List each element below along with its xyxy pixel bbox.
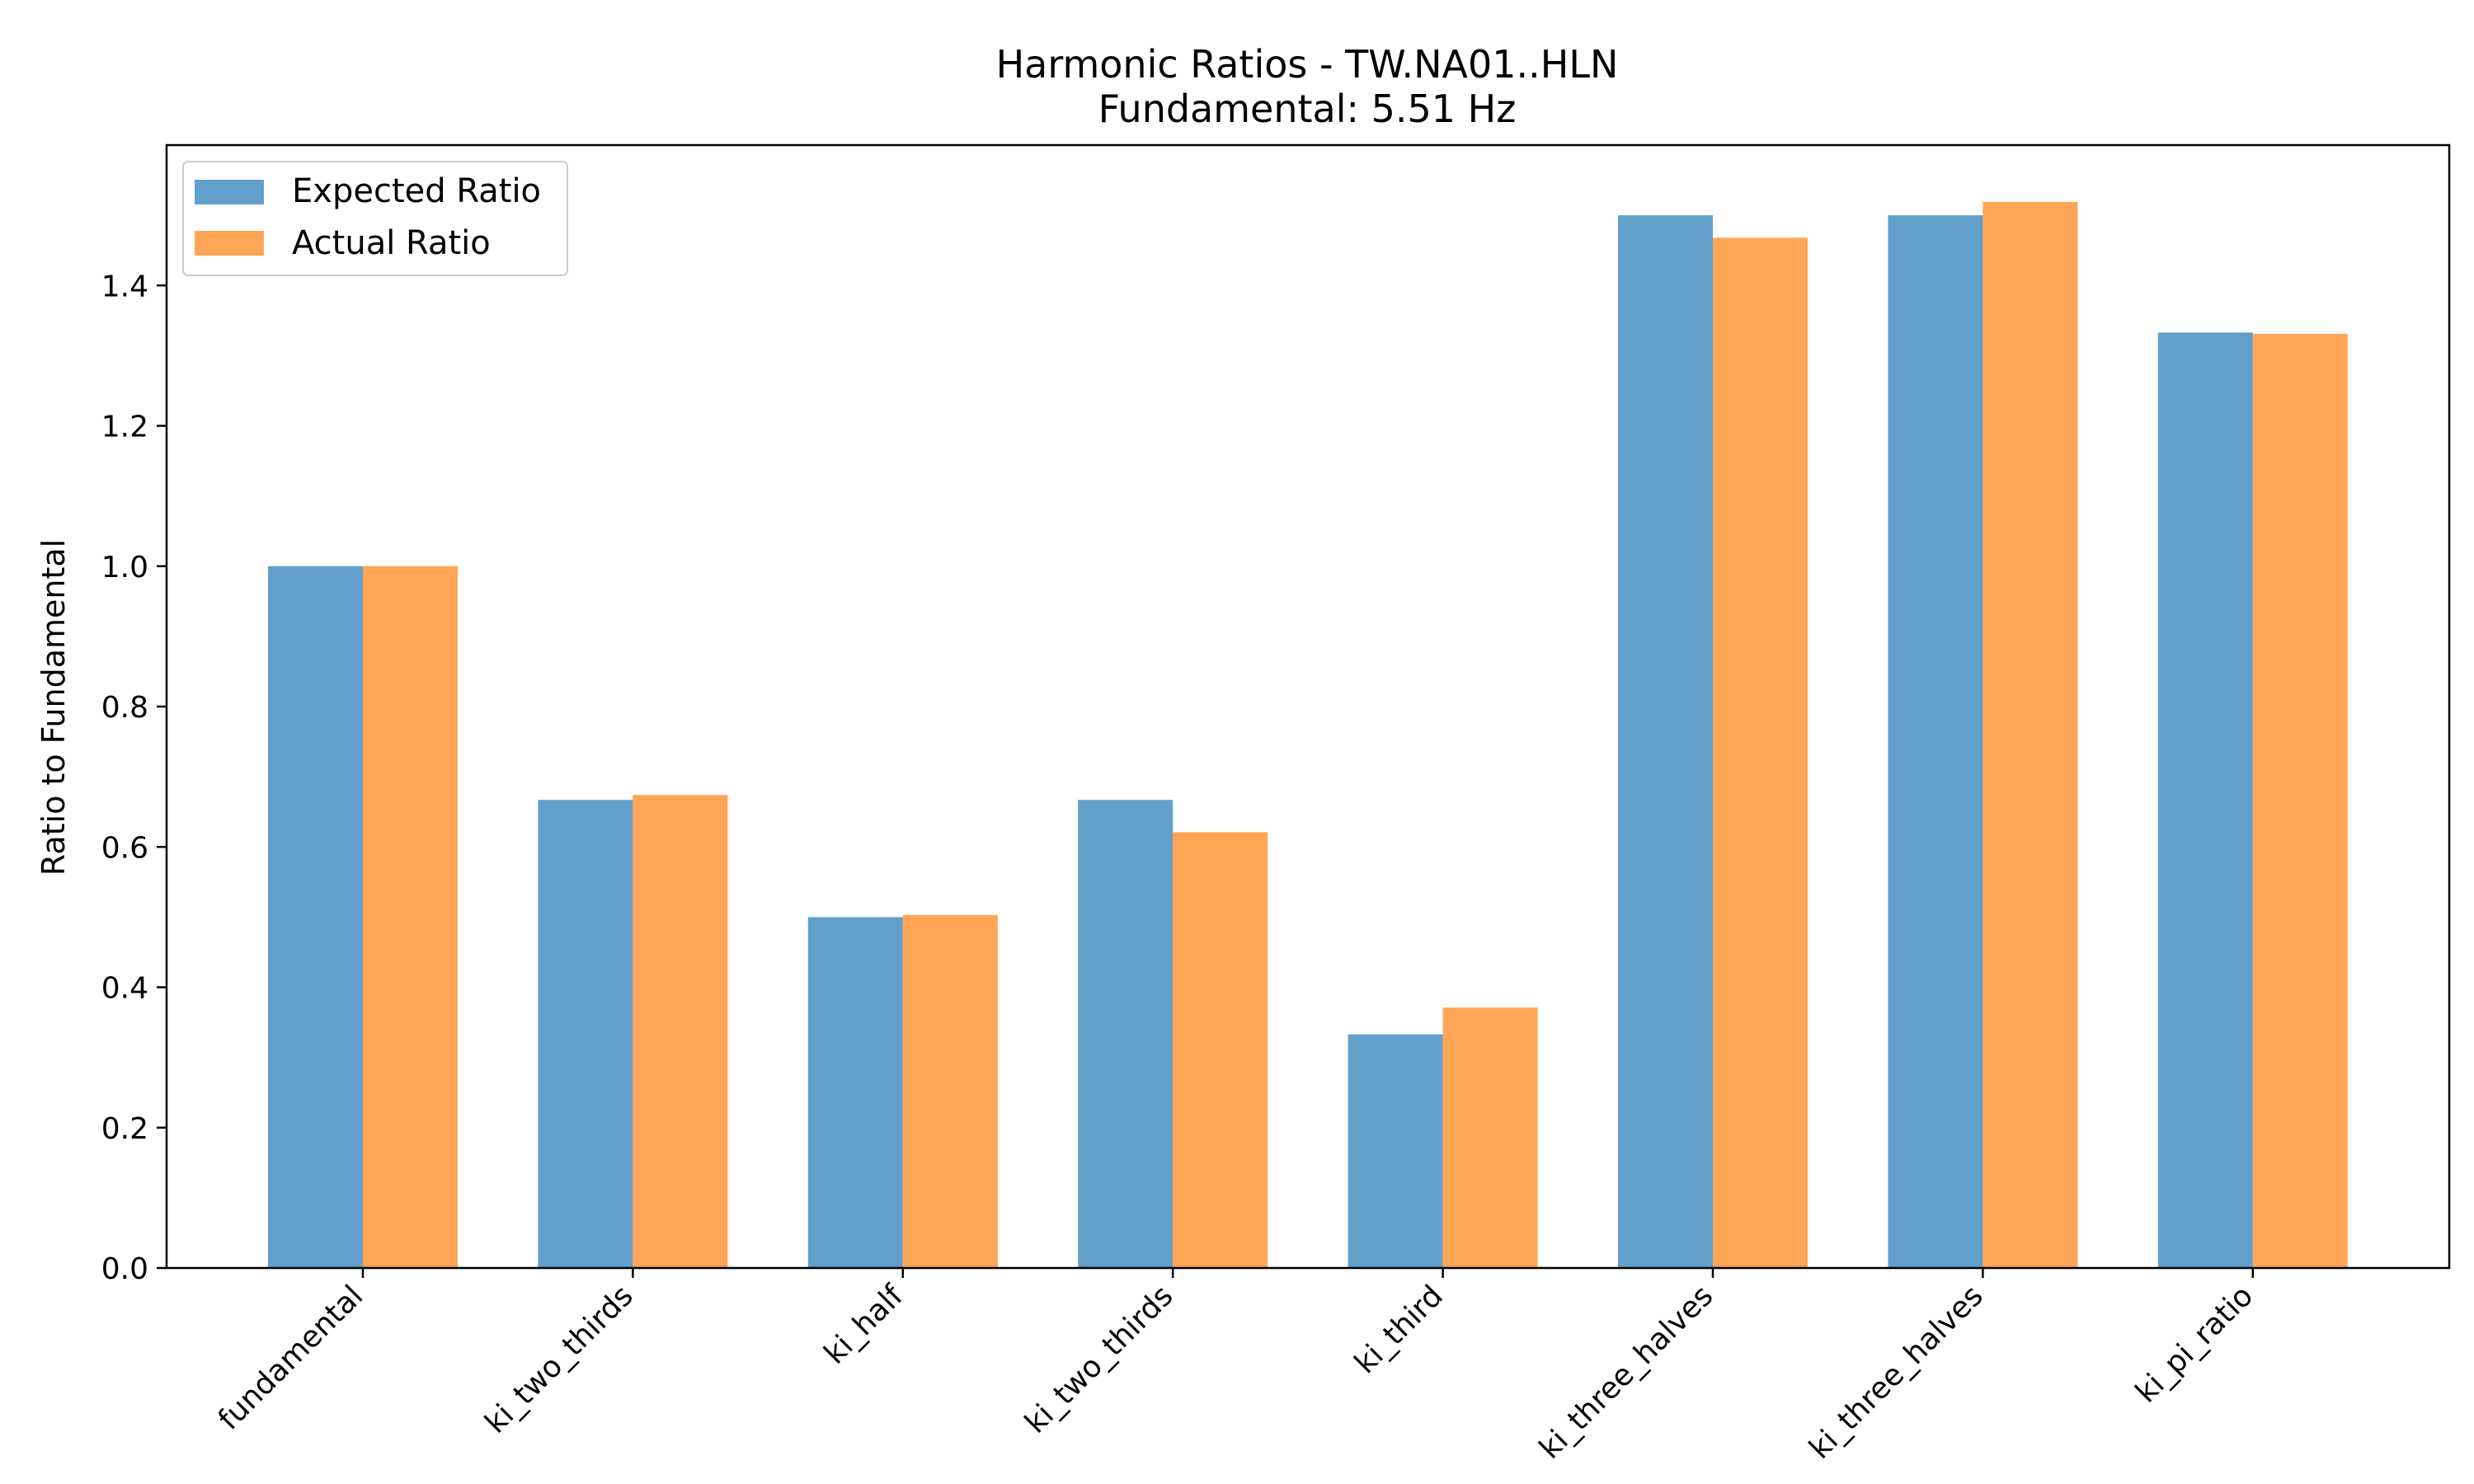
x-tick-label-1: ki_two_thirds xyxy=(478,1279,639,1439)
legend-label-expected: Expected Ratio xyxy=(292,172,541,210)
x-tick-label-4: ki_third xyxy=(1348,1279,1450,1380)
bar-actual-7 xyxy=(2252,333,2348,1269)
bar-expected-0 xyxy=(268,566,363,1268)
bar-actual-6 xyxy=(1982,201,2078,1268)
x-tick-label-3: ki_two_thirds xyxy=(1018,1279,1179,1439)
y-tick-label-2: 0.4 xyxy=(101,972,148,1006)
y-tick-label-1: 0.2 xyxy=(101,1112,148,1146)
chart-title: Harmonic Ratios - TW.NA01..HLN xyxy=(996,42,1619,87)
legend-label-actual: Actual Ratio xyxy=(292,224,491,262)
bar-expected-1 xyxy=(538,800,633,1268)
y-axis-label: Ratio to Fundamental xyxy=(35,539,72,876)
x-tick-label-6: ki_three_halves xyxy=(1803,1279,1989,1465)
legend-swatch-expected xyxy=(195,180,264,204)
legend-box xyxy=(182,161,568,276)
bar-expected-3 xyxy=(1078,800,1174,1268)
x-tick-label-5: ki_three_halves xyxy=(1533,1279,1719,1465)
bar-actual-2 xyxy=(902,914,998,1268)
legend-swatch-actual xyxy=(195,231,264,256)
bar-actual-5 xyxy=(1713,237,1808,1268)
bar-expected-5 xyxy=(1618,215,1713,1268)
bars-layer xyxy=(268,201,2348,1269)
bar-expected-6 xyxy=(1888,215,1983,1268)
bar-expected-4 xyxy=(1348,1034,1443,1268)
legend: Expected Ratio Actual Ratio xyxy=(182,161,568,276)
bar-actual-1 xyxy=(633,795,728,1268)
bar-actual-4 xyxy=(1442,1007,1538,1268)
bar-expected-7 xyxy=(2157,332,2253,1269)
x-tick-label-2: ki_half xyxy=(818,1278,910,1370)
y-tick-label-3: 0.6 xyxy=(101,831,148,865)
bar-actual-3 xyxy=(1173,832,1268,1268)
y-tick-label-7: 1.4 xyxy=(101,270,148,303)
y-tick-label-0: 0.0 xyxy=(101,1252,148,1286)
chart-subtitle: Fundamental: 5.51 Hz xyxy=(1098,87,1517,131)
y-tick-label-4: 0.8 xyxy=(101,691,148,725)
bar-expected-2 xyxy=(807,917,903,1268)
plot-frame xyxy=(165,143,2451,1270)
x-tick-label-7: ki_pi_ratio xyxy=(2129,1279,2260,1409)
x-tick-label-0: fundamental xyxy=(212,1279,369,1436)
y-tick-label-5: 1.0 xyxy=(101,551,148,585)
y-tick-label-6: 1.2 xyxy=(101,411,148,444)
bar-actual-0 xyxy=(363,566,458,1268)
